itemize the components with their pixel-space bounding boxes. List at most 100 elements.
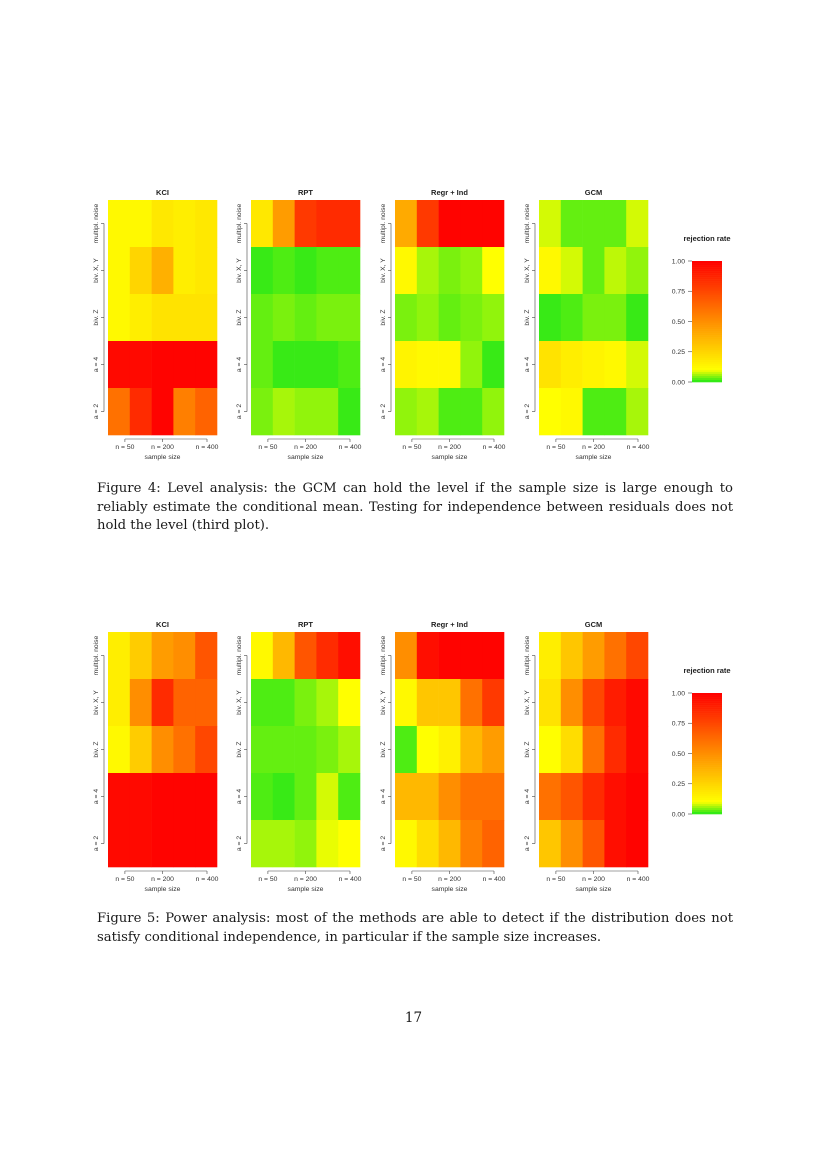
- legend-swatch: [692, 753, 722, 756]
- heatmap-cell: [460, 388, 483, 436]
- y-tick-label: biv. Z: [380, 741, 387, 757]
- y-tick-label: a = 2: [236, 404, 243, 420]
- legend-swatch: [692, 261, 722, 264]
- heatmap-cell: [272, 726, 295, 774]
- legend-swatch: [692, 295, 722, 298]
- heatmap-cell: [482, 773, 505, 821]
- y-tick-label: a = 2: [524, 404, 531, 420]
- legend-swatch: [692, 733, 722, 736]
- heatmap-cell: [438, 341, 461, 389]
- heatmap-cell: [129, 679, 152, 727]
- heatmap-cell: [482, 341, 505, 389]
- y-tick-label: biv. Z: [93, 309, 100, 325]
- legend-swatch: [692, 325, 722, 328]
- x-tick-label: n = 50: [546, 876, 565, 883]
- heatmap-cell: [582, 388, 605, 436]
- heatmap-cell: [151, 726, 174, 774]
- heatmap-cell: [251, 200, 274, 248]
- legend-swatch: [692, 291, 722, 294]
- y-tick-label: biv. Z: [524, 309, 531, 325]
- figure-4: KCI multipl. noise biv. X, Y biv. Z a = 4 a =…: [0, 176, 827, 466]
- heatmap-cell: [338, 294, 361, 342]
- heatmap-cell: [539, 773, 562, 821]
- legend-swatch: [692, 801, 722, 805]
- legend-swatch: [692, 297, 722, 300]
- legend-swatch: [692, 759, 722, 762]
- legend-swatch: [692, 715, 722, 718]
- heatmap-cell: [560, 820, 583, 868]
- heatmap-cell: [560, 341, 583, 389]
- heatmap-cell: [539, 341, 562, 389]
- heatmap-cell: [151, 388, 174, 436]
- heatmap-cell: [338, 773, 361, 821]
- figure-4-caption: Figure 4: Level analysis: the GCM can ho…: [97, 481, 733, 533]
- heatmap-cell: [416, 341, 439, 389]
- legend-swatch: [692, 373, 722, 377]
- heatmap-cell: [272, 679, 295, 727]
- legend-swatch: [692, 697, 722, 700]
- heatmap-cell: [582, 294, 605, 342]
- y-tick-label: biv. X, Y: [380, 258, 387, 283]
- legend-swatch: [692, 327, 722, 330]
- x-axis-title: sample size: [288, 454, 324, 461]
- heatmap-panel: KCI multipl. noise biv. X, Y biv. Z a = 4 a =…: [93, 620, 219, 893]
- heatmap-cell: [173, 632, 196, 680]
- heatmap-cell: [195, 726, 218, 774]
- heatmap-cell: [416, 388, 439, 436]
- heatmap-cell: [129, 200, 152, 248]
- legend-swatch: [692, 363, 722, 367]
- heatmap-cell: [626, 632, 649, 680]
- heatmap-cell: [151, 341, 174, 389]
- y-tick-label: multipl. noise: [236, 635, 243, 675]
- legend-swatch: [692, 795, 722, 799]
- legend-swatch: [692, 783, 722, 787]
- x-axis-title: sample size: [145, 454, 181, 461]
- heatmap-cell: [173, 247, 196, 295]
- heatmap-cell: [438, 726, 461, 774]
- heatmap-cell: [582, 726, 605, 774]
- x-tick-label: n = 400: [627, 876, 650, 883]
- heatmap-cell: [316, 773, 339, 821]
- legend-swatch: [692, 343, 722, 346]
- legend-title: rejection rate: [683, 234, 730, 243]
- heatmap-cell: [395, 679, 418, 727]
- heatmap-cell: [416, 820, 439, 868]
- legend-swatch: [692, 323, 722, 326]
- heatmap-panel: RPT multipl. noise biv. X, Y biv. Z a = 4 a =…: [236, 188, 362, 461]
- y-tick-label: multipl. noise: [380, 203, 387, 243]
- heatmap-cell: [539, 820, 562, 868]
- heatmap-cell: [539, 632, 562, 680]
- heatmap-cell: [460, 773, 483, 821]
- legend-swatch: [692, 281, 722, 284]
- heatmap-cell: [438, 632, 461, 680]
- heatmap-cell: [272, 773, 295, 821]
- legend-swatch: [692, 751, 722, 754]
- figure-5: KCI multipl. noise biv. X, Y biv. Z a = 4 a =…: [0, 608, 827, 898]
- legend-swatch: [692, 309, 722, 312]
- heatmap-cell: [294, 247, 317, 295]
- heatmap-cell: [395, 820, 418, 868]
- heatmap-panel: RPT multipl. noise biv. X, Y biv. Z a = 4 a =…: [236, 620, 362, 893]
- legend-tick-label: 0.25: [672, 781, 685, 788]
- y-tick-label: biv. Z: [524, 741, 531, 757]
- x-axis-title: sample size: [145, 886, 181, 893]
- heatmap-cell: [251, 247, 274, 295]
- heatmap-cell: [338, 200, 361, 248]
- legend-swatch: [692, 293, 722, 296]
- heatmap-cell: [151, 247, 174, 295]
- legend-swatch: [692, 695, 722, 698]
- heatmap-cell: [626, 820, 649, 868]
- heatmap-cell: [108, 773, 131, 821]
- heatmap-cell: [582, 341, 605, 389]
- x-axis-title: sample size: [432, 454, 468, 461]
- x-tick-label: n = 50: [258, 876, 277, 883]
- heatmap-cell: [195, 341, 218, 389]
- legend-swatch: [692, 791, 722, 795]
- heatmap-cell: [108, 820, 131, 868]
- heatmap-cell: [195, 773, 218, 821]
- heatmap-cell: [395, 341, 418, 389]
- y-tick-label: multipl. noise: [524, 635, 531, 675]
- panel-title: KCI: [156, 188, 169, 197]
- y-tick-label: multipl. noise: [93, 203, 100, 243]
- heatmap-cell: [316, 726, 339, 774]
